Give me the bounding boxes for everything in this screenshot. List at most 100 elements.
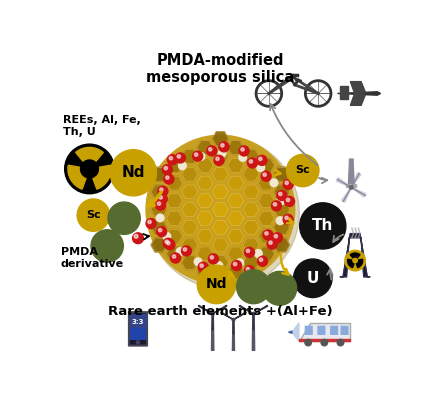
Circle shape <box>64 144 114 194</box>
Text: REEs, Al, Fe,
Th, U: REEs, Al, Fe, Th, U <box>62 115 140 137</box>
Polygon shape <box>182 220 198 234</box>
Wedge shape <box>356 259 363 268</box>
Polygon shape <box>212 132 228 146</box>
Circle shape <box>198 262 208 272</box>
Polygon shape <box>274 185 290 199</box>
FancyBboxPatch shape <box>330 326 338 335</box>
Circle shape <box>176 248 184 255</box>
Polygon shape <box>151 238 167 252</box>
Polygon shape <box>197 141 213 154</box>
Circle shape <box>345 250 366 271</box>
Polygon shape <box>351 173 361 188</box>
Circle shape <box>241 148 244 151</box>
Polygon shape <box>166 176 182 190</box>
Polygon shape <box>254 305 268 314</box>
Polygon shape <box>228 141 244 154</box>
Circle shape <box>175 153 185 163</box>
Circle shape <box>163 238 173 248</box>
Circle shape <box>171 253 181 263</box>
Text: Th: Th <box>312 218 334 233</box>
Polygon shape <box>228 158 244 172</box>
Circle shape <box>283 214 293 225</box>
Polygon shape <box>228 212 244 225</box>
Text: PMDA
derivative: PMDA derivative <box>61 247 124 269</box>
Polygon shape <box>212 203 228 216</box>
Circle shape <box>286 198 290 202</box>
Circle shape <box>156 200 166 210</box>
Polygon shape <box>351 188 366 197</box>
Circle shape <box>110 150 157 196</box>
Polygon shape <box>197 158 213 172</box>
Polygon shape <box>166 247 182 261</box>
Circle shape <box>261 171 271 181</box>
Circle shape <box>354 259 356 262</box>
Circle shape <box>321 339 328 346</box>
Circle shape <box>194 153 198 156</box>
Polygon shape <box>228 265 244 279</box>
Circle shape <box>257 164 264 171</box>
Circle shape <box>211 312 214 315</box>
Circle shape <box>277 190 287 201</box>
Circle shape <box>271 201 282 211</box>
Polygon shape <box>233 320 234 334</box>
Circle shape <box>221 144 224 147</box>
Polygon shape <box>197 247 213 261</box>
Polygon shape <box>346 184 356 188</box>
Circle shape <box>77 199 110 231</box>
Circle shape <box>258 256 267 266</box>
Polygon shape <box>221 312 233 320</box>
Circle shape <box>236 259 244 267</box>
Circle shape <box>337 339 344 346</box>
Circle shape <box>200 264 203 268</box>
Circle shape <box>132 233 143 243</box>
Polygon shape <box>197 265 213 279</box>
Polygon shape <box>289 331 292 333</box>
Circle shape <box>158 229 162 232</box>
Circle shape <box>305 339 311 346</box>
Circle shape <box>259 157 262 160</box>
Circle shape <box>255 249 262 257</box>
Polygon shape <box>166 194 182 208</box>
Circle shape <box>181 246 191 256</box>
Polygon shape <box>258 158 274 172</box>
Circle shape <box>263 173 266 177</box>
Circle shape <box>245 247 255 257</box>
Polygon shape <box>341 188 351 202</box>
Circle shape <box>157 195 165 202</box>
Polygon shape <box>197 212 213 225</box>
Circle shape <box>283 179 293 190</box>
Polygon shape <box>212 185 228 199</box>
Polygon shape <box>243 185 259 199</box>
Polygon shape <box>212 150 228 164</box>
Polygon shape <box>258 229 274 243</box>
FancyBboxPatch shape <box>129 312 147 346</box>
Circle shape <box>218 150 226 157</box>
Polygon shape <box>228 229 244 243</box>
Circle shape <box>239 154 246 161</box>
Circle shape <box>285 197 295 206</box>
Text: U: U <box>307 271 319 286</box>
Circle shape <box>178 162 186 169</box>
Polygon shape <box>212 167 228 181</box>
Circle shape <box>259 258 263 261</box>
Circle shape <box>285 216 288 219</box>
Circle shape <box>263 271 297 305</box>
FancyBboxPatch shape <box>341 326 349 335</box>
Circle shape <box>270 179 278 187</box>
FancyBboxPatch shape <box>305 326 313 335</box>
Polygon shape <box>182 167 198 181</box>
Circle shape <box>239 146 249 156</box>
Polygon shape <box>228 194 244 208</box>
Circle shape <box>233 262 237 266</box>
Circle shape <box>194 258 202 266</box>
Polygon shape <box>182 185 198 199</box>
FancyBboxPatch shape <box>317 326 326 335</box>
Circle shape <box>300 203 346 249</box>
Text: Rare earth elements +(Al+Fe): Rare earth elements +(Al+Fe) <box>108 305 333 318</box>
Polygon shape <box>228 247 244 261</box>
Circle shape <box>165 177 172 184</box>
Polygon shape <box>232 320 234 352</box>
Circle shape <box>263 230 273 240</box>
Circle shape <box>169 156 172 160</box>
Circle shape <box>350 186 353 189</box>
